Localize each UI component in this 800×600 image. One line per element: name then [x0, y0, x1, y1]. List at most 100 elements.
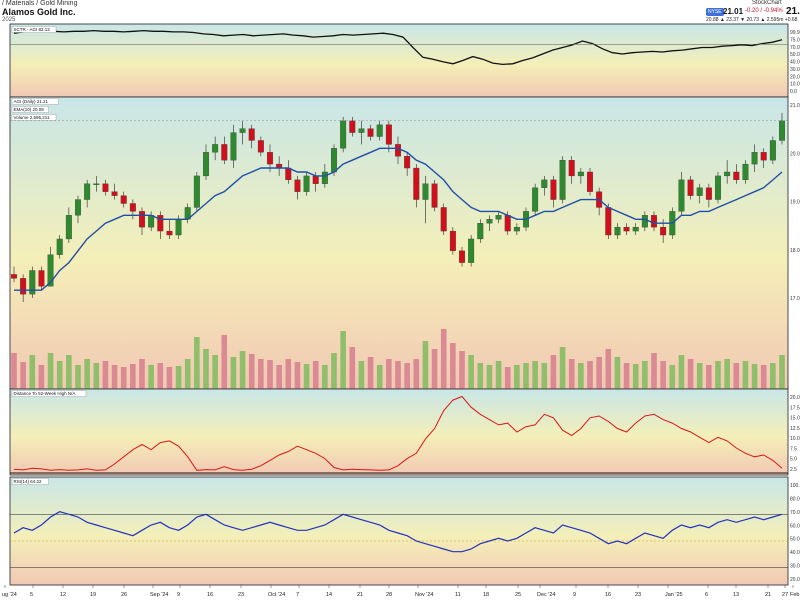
candle [577, 171, 584, 177]
candle [705, 187, 712, 200]
candle [193, 175, 200, 208]
x-axis-tick-label: 26 [121, 592, 127, 598]
volume-bar [340, 331, 346, 389]
volume-bar [413, 359, 420, 389]
volume-bar [239, 351, 246, 389]
price-y-tick: 19.0 [790, 200, 800, 206]
candle [93, 183, 100, 185]
sctr-y-tick: 40.0 [790, 60, 800, 66]
candle [449, 230, 456, 251]
volume-bar [66, 355, 72, 389]
candle [687, 179, 694, 196]
distance-legend: Distance To 52-Week High N/A [14, 391, 76, 396]
x-axis-tick-label: 16 [605, 592, 611, 598]
candle [550, 179, 557, 200]
volume-bar [760, 365, 767, 389]
rsi-legend: RSI(14) 64.22 [14, 479, 43, 484]
candle [651, 215, 657, 228]
sctr-y-tick: 70.0 [790, 45, 800, 51]
candle [29, 270, 36, 295]
x-axis-tick-label: 23 [238, 592, 244, 598]
candle [395, 144, 401, 157]
candle [358, 128, 365, 133]
x-axis-tick-label: 12 [60, 592, 66, 598]
price-0-legend-box [11, 98, 59, 105]
rsi-y-tick: 60.0 [790, 523, 800, 529]
x-axis-tick-label: 21 [357, 592, 363, 598]
volume-bar [358, 361, 365, 389]
volume-bar [285, 359, 292, 389]
price-y-tick: 18.0 [790, 248, 800, 254]
candle [212, 144, 219, 153]
x-axis-tick-label: Sep '24 [150, 592, 168, 598]
volume-bar [367, 357, 374, 389]
volume-bar [532, 361, 538, 389]
volume-bar [495, 361, 502, 389]
price-0-legend: AGI (Daily) 21.21 [14, 99, 49, 104]
volume-bar [386, 359, 392, 389]
candle [367, 128, 374, 137]
volume-bar [605, 349, 612, 389]
volume-bar [632, 364, 639, 389]
candle [102, 183, 109, 192]
sector-breadcrumb: / Materials / Gold Mining [2, 0, 78, 7]
x-axis-tick-label: Jan '25 [665, 592, 683, 598]
candle [303, 175, 310, 192]
volume-bar [651, 353, 657, 389]
candle [504, 215, 511, 232]
x-axis-tick-label: 28 [386, 592, 392, 598]
x-axis-tick-label: 16 [207, 592, 213, 598]
volume-bar [404, 363, 410, 389]
volume-bar [678, 355, 685, 389]
volume-bar [770, 363, 776, 389]
volume-bar [175, 366, 182, 389]
distance-y-tick: 17.5 [790, 405, 800, 411]
ohlc-summary: 20.88 ▲ 23.37 ▼ 20.73 ▲ 2.595m +0.68 [706, 17, 798, 23]
candle [84, 183, 91, 200]
price-change: -0.20 / -0.94% [745, 8, 783, 14]
volume-bar [614, 357, 621, 389]
rsi-y-tick: 100.0 [790, 483, 800, 489]
volume-bar [715, 361, 721, 389]
sctr-y-tick: 30.0 [790, 67, 800, 73]
distance-y-tick: 7.5 [790, 446, 797, 452]
candle [486, 219, 493, 224]
candle [724, 171, 731, 177]
volume-bar [578, 363, 584, 389]
candle [294, 179, 301, 192]
volume-bar [550, 355, 557, 389]
volume-bar [450, 343, 456, 389]
candle [623, 226, 630, 232]
volume-bar [742, 361, 749, 389]
volume-bar [486, 365, 493, 389]
volume-bar [706, 365, 712, 389]
volume-bar [779, 355, 785, 389]
volume-bar [102, 361, 109, 389]
x-axis-tick-label: 21 [765, 592, 771, 598]
candle [422, 183, 429, 200]
candle [541, 179, 548, 188]
candle [614, 226, 621, 236]
volume-bar [148, 365, 154, 389]
candle [477, 223, 484, 240]
exchange-badge: NYSE [706, 8, 724, 16]
volume-bar [84, 359, 90, 389]
volume-bar [248, 354, 255, 389]
candle [733, 171, 740, 181]
last-price: 21.2 [786, 6, 800, 17]
volume-bar [440, 329, 447, 389]
candle [495, 215, 502, 220]
candle [203, 152, 209, 177]
x-axis-tick-label: Dec '24 [537, 592, 555, 598]
volume-bar [267, 360, 273, 389]
distance-y-tick: 5.0 [790, 457, 797, 463]
volume-bar [642, 361, 648, 389]
candle [257, 140, 264, 153]
volume-bar [20, 362, 26, 389]
rsi-y-tick: 70.0 [790, 510, 800, 516]
distance-y-tick: 20.0 [790, 395, 800, 401]
candle [440, 207, 447, 232]
volume-bar [541, 363, 548, 389]
volume-bar [212, 355, 218, 389]
x-axis-tick-label: Feb [790, 592, 799, 598]
